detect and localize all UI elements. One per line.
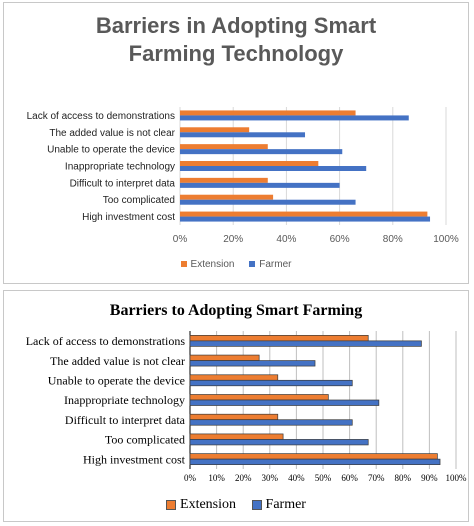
category-label-inappropriate-technology: Inappropriate technology [64,393,185,407]
bar-extension-too-complicated [189,433,284,440]
legend-swatch-farmer [251,499,262,510]
x-tick-label: 60% [341,473,358,483]
bar-extension-too-complicated [180,194,274,200]
x-tick-label: 80% [395,473,412,483]
category-label-unable-to-operate-the-device: Unable to operate the device [48,373,185,387]
legend-label-extension: Extension [180,497,237,512]
legend-label-farmer: Farmer [265,497,306,512]
legend-label-extension: Extension [190,259,235,270]
legend-swatch-extension [166,499,177,510]
bar-farmer-lack-of-access-to-demonstrations [189,340,422,347]
legend-item-farmer: Farmer [249,259,291,270]
bar-extension-the-added-value-is-not-clear [189,354,260,361]
bar-farmer-the-added-value-is-not-clear [180,132,306,138]
bar-chart-plot: 0% 10% 20% 30% 40% 50% 60% 70% 80% 90% 100% Lack of… [26,331,468,483]
bar-farmer-unable-to-operate-the-device [189,379,353,387]
x-tick-label: 40% [276,234,296,245]
legend-swatch-farmer [249,261,256,268]
bar-farmer-too-complicated [189,439,369,446]
bar-extension-lack-of-access-to-demonstrations [180,110,356,116]
bar-farmer-high-investment-cost [189,458,441,465]
bar-farmer-inappropriate-technology [180,166,367,171]
category-label-too-complicated: Too complicated [105,433,185,447]
bar-extension-inappropriate-technology [180,161,319,166]
bar-farmer-too-complicated [180,199,356,205]
category-label-high-investment-cost: High investment cost [82,212,175,223]
x-tick-label: 10% [208,473,225,483]
bar-farmer-lack-of-access-to-demonstrations [180,115,409,121]
category-label-unable-to-operate-the-device: Unable to operate the device [47,145,175,156]
legend-item-extension: Extension [166,497,236,513]
bar-farmer-inappropriate-technology [189,399,380,406]
category-label-lack-of-access-to-demonstrations: Lack of access to demonstrations [26,334,186,348]
chart-legend: Extension Farmer [4,497,468,513]
x-tick-label: 20% [235,473,252,483]
category-label-difficult-to-interpret-data: Difficult to interpret data [65,413,186,427]
bar-extension-difficult-to-interpret-data [189,413,279,421]
legend-label-farmer: Farmer [259,259,292,270]
bar-extension-difficult-to-interpret-data [180,177,268,183]
category-label-too-complicated: Too complicated [103,195,175,206]
x-tick-label: 0% [184,473,197,483]
chart-legend: Extension Farmer [4,259,468,270]
bar-chart-plot: 0% 20% 40% 60% 80% 100% Lack of access to demo… [27,107,459,245]
legend-item-farmer: Farmer [251,497,306,513]
category-label-inappropriate-technology: Inappropriate technology [65,162,175,173]
category-label-the-added-value-is-not-clear: The added value is not clear [49,128,175,139]
category-label-lack-of-access-to-demonstrations: Lack of access to demonstrations [27,111,175,122]
x-tick-label: 80% [383,234,403,245]
x-tick-label: 50% [315,473,332,483]
category-label-high-investment-cost: High investment cost [83,452,186,466]
bar-extension-the-added-value-is-not-clear [180,127,250,133]
bar-extension-unable-to-operate-the-device [180,144,268,150]
bar-extension-high-investment-cost [189,453,438,460]
bar-extension-high-investment-cost [180,211,428,217]
bar-farmer-difficult-to-interpret-data [189,419,353,426]
x-tick-label: 30% [262,473,279,483]
bar-farmer-unable-to-operate-the-device [180,149,343,155]
x-tick-label: 100% [433,234,459,245]
x-tick-label: 60% [330,234,350,245]
category-label-difficult-to-interpret-data: Difficult to interpret data [70,178,176,189]
bar-farmer-high-investment-cost [180,216,431,222]
x-tick-label: 100% [446,473,468,483]
category-label-the-added-value-is-not-clear: The added value is not clear [50,354,185,368]
legend-swatch-extension [180,261,187,268]
x-tick-label: 90% [421,473,438,483]
chart-title: Barriers in Adopting Smart Farming Techn… [95,13,377,66]
chart-panel-top: Barriers in Adopting Smart Farming Techn… [3,2,469,284]
x-tick-label: 0% [173,234,188,245]
bar-farmer-the-added-value-is-not-clear [189,360,316,367]
chart-panel-bottom: Barriers to Adopting Smart Farming 0% 10%… [3,290,469,522]
bar-extension-lack-of-access-to-demonstrations [189,335,369,342]
chart-title: Barriers to Adopting Smart Farming [109,302,363,319]
legend-item-extension: Extension [180,259,235,270]
x-tick-label: 40% [288,473,305,483]
bar-extension-unable-to-operate-the-device [189,374,279,381]
bar-farmer-difficult-to-interpret-data [180,182,340,188]
x-tick-label: 20% [223,234,243,245]
bar-extension-inappropriate-technology [189,394,329,401]
x-tick-label: 70% [368,473,385,483]
